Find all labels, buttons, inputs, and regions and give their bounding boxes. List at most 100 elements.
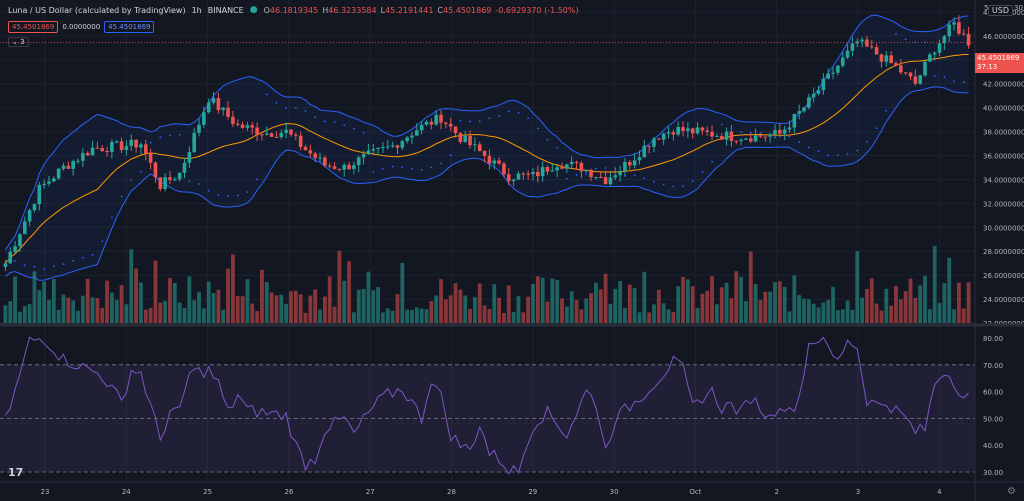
candle [27, 208, 32, 226]
candle [831, 67, 835, 80]
volume-bar [366, 271, 371, 323]
candle-body [81, 152, 85, 161]
volume-bar [327, 276, 332, 323]
candle [264, 126, 269, 136]
volume-bar [468, 308, 472, 323]
volume-bar [555, 280, 560, 323]
volume-bar [95, 298, 100, 323]
rsi-tick-label: 60.00 [983, 389, 1003, 397]
candle [158, 177, 163, 192]
psar-dot [314, 116, 317, 119]
candle-body [690, 128, 695, 134]
psar-dot [411, 167, 413, 170]
candle [347, 161, 351, 171]
psar-dot [807, 146, 810, 149]
indicator-value-3[interactable]: 45.4501869 [104, 21, 155, 33]
candle-body [352, 165, 356, 170]
candle [850, 36, 855, 57]
candle-body [192, 132, 196, 153]
candle [715, 133, 719, 138]
volume-bar [177, 302, 182, 323]
candle [807, 93, 811, 110]
candle-body [42, 183, 46, 185]
candle-body [376, 147, 380, 150]
volume-bar [574, 299, 579, 323]
candle [429, 118, 434, 130]
volume-bar [361, 289, 366, 323]
candle-body [52, 178, 56, 182]
interval-label[interactable]: 1h [191, 5, 202, 15]
candle [506, 168, 511, 186]
price-tick-label: 32.0000000 [983, 200, 1024, 208]
candle-body [661, 133, 666, 140]
price-tick-label: 38.0000000 [983, 129, 1024, 137]
candle-body [279, 132, 284, 138]
indicator-collapse-button[interactable]: ⌄ 3 [8, 37, 29, 47]
candle [352, 161, 356, 175]
psar-dot [962, 81, 965, 83]
psar-dot [188, 180, 191, 183]
candle-body [710, 131, 714, 137]
candle [676, 121, 680, 137]
candle-body [613, 175, 618, 178]
volume-bar [540, 277, 545, 323]
volume-bar [129, 249, 134, 323]
volume-bar [671, 311, 676, 323]
psar-dot [798, 141, 801, 143]
volume-bar [172, 282, 177, 323]
candle [526, 170, 530, 181]
psar-dot [837, 154, 839, 157]
candle [840, 51, 845, 68]
currency-label[interactable]: USD [987, 5, 1013, 16]
volume-bar [777, 281, 782, 323]
psar-dot [691, 180, 694, 183]
candle-body [61, 165, 66, 169]
ohlc-item: O46.1819345 [263, 5, 319, 15]
candle [719, 133, 724, 140]
candle [71, 159, 75, 176]
candle [734, 140, 739, 145]
candle [899, 59, 903, 75]
volume-bar [90, 297, 95, 323]
psar-dot [62, 263, 65, 266]
volume-bar [710, 276, 714, 323]
volume-bar [826, 300, 831, 323]
candle [235, 119, 240, 127]
indicator-value-1[interactable]: 45.4501869 [8, 21, 59, 33]
candle-body [173, 179, 177, 181]
volume-bar [381, 312, 385, 323]
volume-bar [879, 310, 884, 323]
gear-icon[interactable]: ⚙ [1007, 486, 1016, 497]
candle [8, 247, 13, 264]
candle-body [260, 134, 264, 136]
candle-body [197, 124, 201, 133]
candle-body [874, 47, 879, 55]
candle [623, 158, 627, 177]
candle-body [163, 177, 167, 189]
symbol-title[interactable]: Luna / US Dollar (calculated by TradingV… [8, 5, 186, 15]
candle [932, 51, 937, 61]
candle [37, 181, 42, 211]
candle-body [889, 55, 893, 64]
candle [182, 158, 187, 179]
candle-body [13, 246, 17, 252]
candle [637, 150, 642, 165]
psar-dot [546, 138, 549, 141]
volume-bar [652, 304, 656, 323]
volume-bar [269, 292, 274, 323]
psar-dot [43, 268, 46, 271]
candle-body [652, 138, 656, 147]
psar-dot [101, 240, 104, 243]
candle-body [773, 130, 777, 135]
volume-bar [434, 295, 439, 323]
candle [342, 162, 347, 177]
candle [671, 129, 676, 141]
candle [598, 172, 603, 179]
candle [942, 34, 947, 51]
psar-dot [633, 174, 636, 177]
candle [405, 136, 409, 144]
volume-bar [443, 299, 448, 323]
tradingview-logo-icon[interactable]: 𝟭𝟳 [8, 466, 24, 479]
candle-body [879, 54, 884, 62]
